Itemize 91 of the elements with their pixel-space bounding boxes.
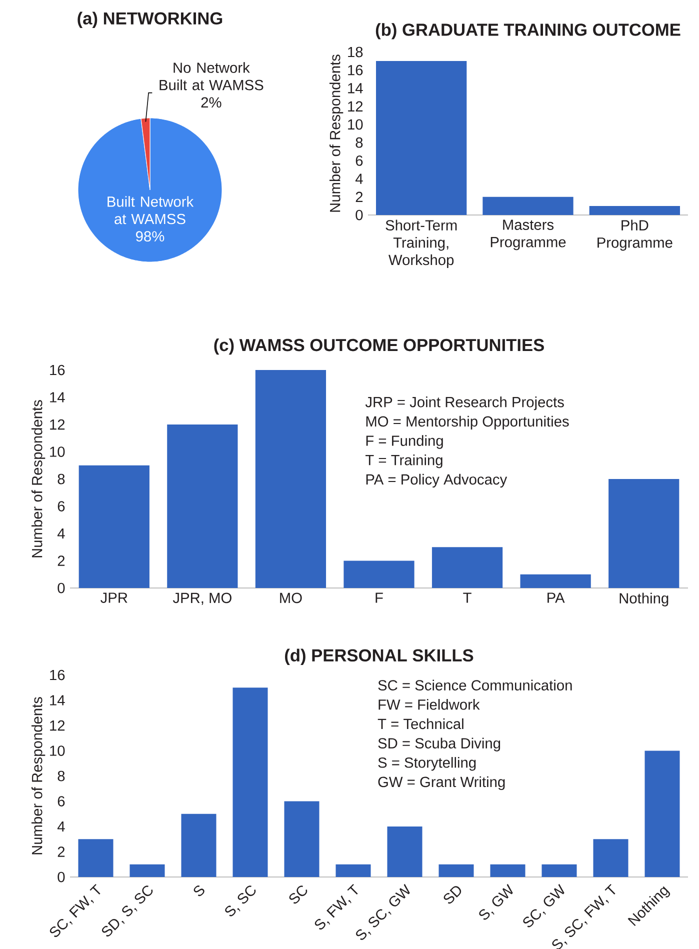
y-tick-label: 16 <box>50 364 65 376</box>
y-tick-label: 14 <box>348 83 363 94</box>
x-tick-label: S, GW <box>479 884 513 920</box>
y-tick-label: 8 <box>58 474 65 484</box>
bar <box>387 826 422 877</box>
slice-label: Built Network at WAMSS <box>108 196 194 224</box>
annotation: SD = Scuba Diving <box>378 738 500 752</box>
annotation: MO = Mentorship Opportunities <box>366 416 569 430</box>
bar <box>181 814 216 877</box>
y-axis-title: Number of Respondents <box>31 697 46 854</box>
y-tick-label: 8 <box>58 770 65 782</box>
bar <box>232 688 268 877</box>
data-label: 2% <box>201 97 222 108</box>
bar <box>542 864 577 877</box>
annotation: S = Storytelling <box>378 757 476 771</box>
bar <box>255 370 326 588</box>
annotation: SC = Science Communication <box>378 680 572 690</box>
y-tick-label: 4 <box>57 821 65 832</box>
bar <box>78 465 150 588</box>
x-tick-label: T <box>463 592 472 603</box>
data-label: 98% <box>136 231 164 242</box>
bar <box>589 206 680 215</box>
x-tick-label: SC, GW <box>523 884 564 928</box>
bar <box>593 839 628 877</box>
bar <box>520 574 591 588</box>
y-tick-label: 0 <box>58 872 65 882</box>
y-tick-label: 4 <box>355 174 363 184</box>
x-tick-label: PA <box>548 592 565 603</box>
annotation: JRP = Joint Research Projects <box>365 396 564 410</box>
bar <box>438 864 474 877</box>
chart-title: (a) NETWORKING <box>78 12 222 28</box>
x-tick-label: SD <box>444 886 462 904</box>
x-tick-label: Nothing <box>620 592 668 606</box>
chart-title: (d) PERSONAL SKILLS <box>285 648 474 665</box>
bar <box>284 801 320 877</box>
y-tick-label: 12 <box>50 720 65 731</box>
y-tick-label: 10 <box>50 446 65 457</box>
y-tick-label: 0 <box>58 582 65 594</box>
bar <box>482 196 574 215</box>
bar <box>344 560 414 588</box>
y-tick-label: 2 <box>356 192 363 202</box>
annotation: GW = Grant Writing <box>378 776 505 790</box>
annotation: FW = Fieldwork <box>378 699 480 710</box>
y-tick-label: 14 <box>50 392 65 402</box>
x-tick-label: Masters Programme <box>490 220 566 250</box>
bar <box>167 424 238 588</box>
x-tick-label: S <box>194 886 204 896</box>
annotation: PA = Policy Advocacy <box>366 474 508 488</box>
annotation: T = Training <box>366 454 442 468</box>
x-tick-label: F <box>376 592 383 603</box>
y-tick-label: 4 <box>57 528 65 539</box>
y-tick-label: 2 <box>58 556 65 566</box>
bar <box>130 864 165 877</box>
bar <box>336 864 371 877</box>
y-tick-label: 2 <box>58 846 65 857</box>
bar <box>432 547 503 588</box>
x-tick-label: MO <box>280 592 302 604</box>
x-tick-label: SC <box>289 886 308 904</box>
bar <box>608 478 680 588</box>
x-tick-label: JPR, MO <box>172 592 232 605</box>
y-tick-label: 12 <box>50 419 65 430</box>
y-tick-label: 10 <box>348 119 363 130</box>
y-tick-label: 16 <box>50 670 65 680</box>
x-tick-label: SD, S, SC <box>102 886 153 936</box>
chart-title: (b) GRADUATE TRAINING OUTCOME <box>376 23 680 40</box>
y-tick-label: 18 <box>348 46 363 58</box>
y-tick-label: 0 <box>356 210 363 220</box>
bar <box>376 61 467 215</box>
x-tick-label: S, FW, T <box>314 884 358 930</box>
bar <box>644 750 680 877</box>
x-tick-label: SC, FW, T <box>50 884 100 938</box>
y-axis-title: Number of Respondents <box>329 54 344 212</box>
annotation: T = Technical <box>378 718 464 730</box>
slice-label: No Network Built at WAMSS <box>160 62 264 90</box>
x-tick-label: Short-Term Training, Workshop <box>386 220 457 268</box>
x-tick-label: S, SC <box>225 886 256 916</box>
y-tick-label: 10 <box>50 746 65 756</box>
x-tick-label: JPR <box>100 592 128 603</box>
y-tick-label: 16 <box>348 64 363 76</box>
y-tick-label: 14 <box>50 695 65 706</box>
y-axis-title: Number of Respondents <box>31 400 46 558</box>
y-tick-label: 6 <box>58 796 65 806</box>
x-tick-label: PhD Programme <box>598 220 672 251</box>
y-tick-label: 12 <box>348 101 363 112</box>
y-tick-label: 6 <box>356 155 363 166</box>
y-tick-label: 8 <box>356 137 363 148</box>
bar <box>490 864 526 877</box>
bar <box>78 839 114 877</box>
annotation: F = Funding <box>366 435 443 449</box>
chart-title: (c) WAMSS OUTCOME OPPORTUNITIES <box>214 338 544 355</box>
y-tick-label: 6 <box>58 501 65 512</box>
